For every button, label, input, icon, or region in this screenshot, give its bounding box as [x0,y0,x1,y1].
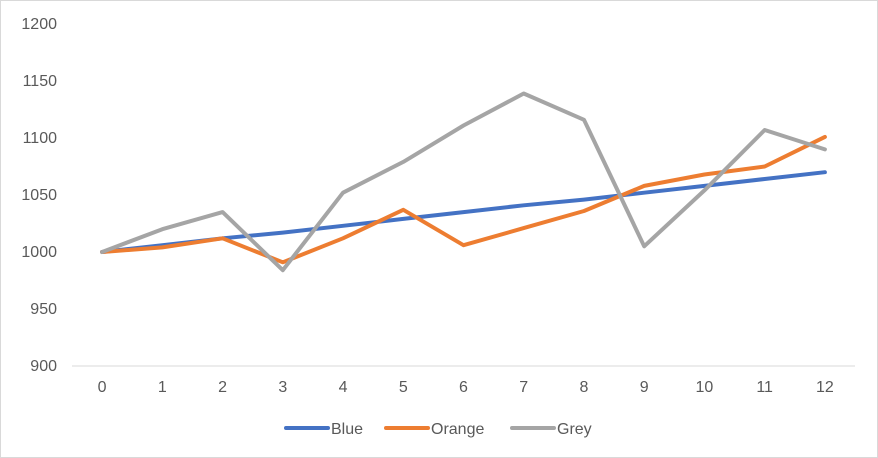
x-tick-label: 8 [580,379,589,396]
y-tick-label: 1000 [21,244,57,261]
legend-label-grey: Grey [557,421,592,438]
series-line-orange [100,134,827,265]
x-tick-label: 6 [459,379,468,396]
x-tick-label: 0 [98,379,107,396]
x-tick-label: 5 [399,379,408,396]
x-axis-ticks: 0 1 2 3 4 5 6 7 8 9 10 11 12 [98,379,834,396]
x-tick-label: 7 [519,379,528,396]
x-tick-label: 11 [756,379,773,396]
y-tick-label: 1050 [21,187,57,204]
y-tick-label: 950 [30,301,57,318]
legend: Blue Orange Grey [284,421,592,438]
x-tick-label: 3 [278,379,287,396]
x-tick-label: 9 [640,379,649,396]
x-tick-label: 4 [339,379,348,396]
legend-label-orange: Orange [431,421,484,438]
series-lines [100,91,827,273]
y-tick-label: 1150 [23,73,58,90]
legend-label-blue: Blue [331,421,363,438]
x-tick-label: 12 [816,379,834,396]
x-tick-label: 1 [158,379,167,396]
y-axis-ticks: 900 950 1000 1050 1100 1150 1200 [21,16,57,375]
y-tick-label: 900 [30,358,57,375]
x-tick-label: 2 [218,379,227,396]
x-tick-label: 10 [696,379,714,396]
y-tick-label: 1100 [23,130,58,147]
series-line-grey [100,91,827,273]
y-tick-label: 1200 [21,16,57,33]
